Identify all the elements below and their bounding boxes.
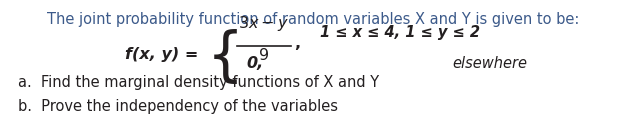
Text: $\mathbf{\mathit{3x-y}}$: $\mathbf{\mathit{3x-y}}$ [237,14,289,33]
Text: 1 ≤ x ≤ 4, 1 ≤ y ≤ 2: 1 ≤ x ≤ 4, 1 ≤ y ≤ 2 [320,25,480,40]
Text: $\mathbf{\mathit{9}}$: $\mathbf{\mathit{9}}$ [257,47,269,63]
Text: f(x, y) =: f(x, y) = [125,46,198,61]
Text: 0,: 0, [247,56,264,71]
Text: ,: , [294,36,300,51]
Text: elsewhere: elsewhere [453,56,528,71]
Text: a.  Find the marginal density functions of X and Y: a. Find the marginal density functions o… [18,75,379,90]
Text: b.  Prove the independency of the variables: b. Prove the independency of the variabl… [18,99,338,114]
Text: The joint probability function of random variables X and Y is given to be:: The joint probability function of random… [47,12,579,27]
Text: $\{$: $\{$ [206,26,238,86]
